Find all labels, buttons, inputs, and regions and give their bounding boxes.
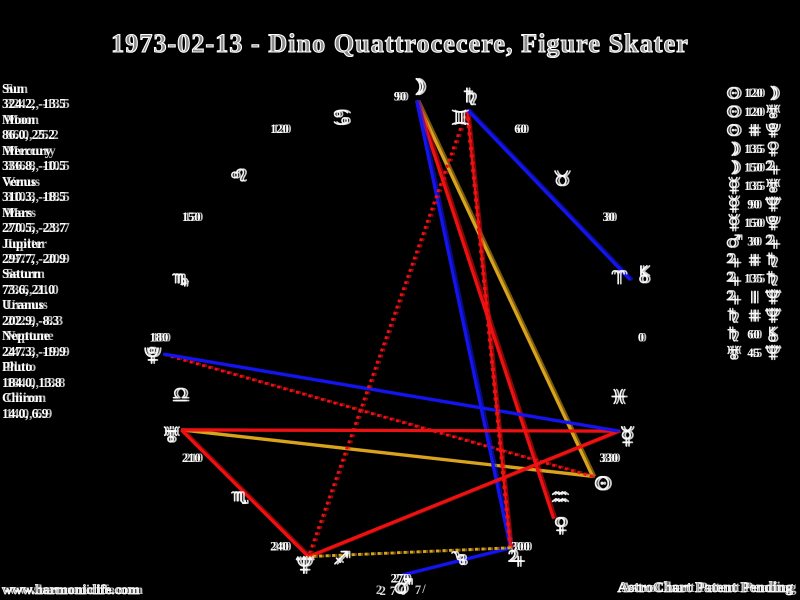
svg-text:90: 90 — [394, 90, 407, 104]
svg-text:270: 270 — [391, 572, 410, 586]
svg-text:0: 0 — [640, 331, 646, 345]
svg-text:120: 120 — [270, 122, 289, 136]
svg-text:30: 30 — [750, 235, 763, 249]
svg-text:210: 210 — [182, 451, 201, 465]
svg-text:60: 60 — [750, 327, 763, 341]
svg-text:90: 90 — [747, 198, 760, 212]
svg-text:150: 150 — [744, 216, 763, 230]
svg-text:120: 120 — [744, 86, 763, 100]
svg-text:120: 120 — [273, 122, 292, 136]
svg-text:90: 90 — [396, 90, 409, 104]
svg-text:180: 180 — [150, 331, 169, 345]
svg-text:135: 135 — [744, 272, 763, 286]
svg-text:120: 120 — [747, 105, 766, 119]
svg-text:135: 135 — [747, 272, 766, 286]
svg-text:30: 30 — [747, 235, 760, 249]
svg-text:135: 135 — [744, 179, 763, 193]
svg-text:240: 240 — [270, 539, 289, 553]
svg-text:60: 60 — [514, 122, 527, 136]
svg-text:45: 45 — [747, 346, 760, 360]
svg-text:30: 30 — [602, 210, 615, 224]
svg-text:150: 150 — [185, 210, 204, 224]
svg-text:/: / — [421, 582, 426, 596]
svg-text:330: 330 — [602, 451, 621, 465]
svg-text:30: 30 — [605, 210, 618, 224]
svg-text:270: 270 — [380, 584, 411, 598]
svg-text:180: 180 — [152, 331, 171, 345]
svg-text:150: 150 — [747, 216, 766, 230]
svg-text:330: 330 — [599, 451, 618, 465]
svg-text:120: 120 — [744, 105, 763, 119]
svg-text:240: 240 — [273, 539, 292, 553]
svg-text:150: 150 — [182, 210, 201, 224]
svg-text:7: 7 — [415, 583, 421, 597]
svg-text:0: 0 — [638, 331, 644, 345]
svg-text:60: 60 — [517, 122, 530, 136]
svg-text:2: 2 — [376, 583, 382, 597]
svg-text:300: 300 — [514, 539, 533, 553]
svg-text:135: 135 — [747, 179, 766, 193]
svg-text:135: 135 — [747, 142, 766, 156]
svg-text:135: 135 — [744, 142, 763, 156]
svg-text:90: 90 — [750, 198, 763, 212]
svg-text:150: 150 — [744, 160, 763, 174]
svg-text:150: 150 — [747, 160, 766, 174]
svg-text:120: 120 — [747, 86, 766, 100]
svg-text:210: 210 — [185, 451, 204, 465]
svg-text:60: 60 — [747, 327, 760, 341]
svg-text:45: 45 — [750, 346, 763, 360]
